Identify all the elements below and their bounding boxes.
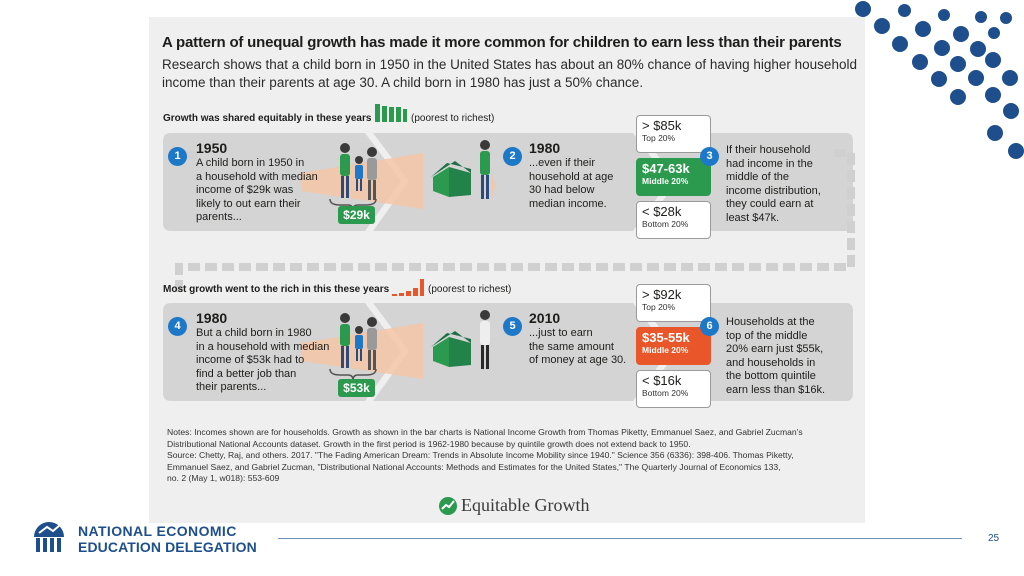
section1-title: Growth was shared equitably in these yea… [163,113,372,124]
section1-scale: (poorest to richest) [411,113,495,124]
subhead-line-2: income than their parents at age 30. A c… [162,75,644,90]
section2-title: Most growth went to the rich in this the… [163,284,390,295]
nationale-logo-icon [34,522,64,552]
step-4-text: But a child born in 1980 in a household … [196,327,330,393]
income-box-top-1980: > $85k Top 20% [636,115,711,153]
income-box-top-2010: > $92k Top 20% [636,284,711,322]
notes-block: Notes: Incomes shown are for households.… [167,427,803,484]
income-box-bottom-1980: < $28k Bottom 20% [636,201,711,239]
income-box-middle-1980: $47-63k Middle 20% [636,158,711,196]
infographic-headline: A pattern of unequal growth has made it … [162,34,842,51]
step-1-year: 1950 [196,140,228,156]
step-5-badge: 5 [503,317,522,336]
income-box-middle-2010: $35-55k Middle 20% [636,327,711,365]
step-3-text: If their household had income in the mid… [726,144,821,224]
income-box-bottom-2010: < $16k Bottom 20% [636,370,711,408]
family-icon [340,143,377,200]
house-icon-2 [431,331,471,367]
step-3-badge: 3 [700,147,719,166]
equitable-growth-logo-icon [439,497,457,515]
page-number: 25 [988,533,1000,544]
step-5-text: ...just to earn the same amount of money… [529,327,627,366]
median-income-1980-badge: $53k [338,379,375,397]
org-name-line-1: NATIONAL ECONOMIC [78,523,237,539]
unequal-growth-bars-icon [392,279,424,296]
section2-scale: (poorest to richest) [428,284,512,295]
equal-growth-bars-icon [375,104,407,122]
step-2-text: ...even if their household at age 30 had… [529,157,614,210]
equitable-growth-logo-text: Equitable Growth [461,495,590,515]
family-icon-2 [340,313,377,370]
step-2-year: 1980 [529,140,561,156]
step-4-badge: 4 [168,317,187,336]
footer-divider [278,538,962,539]
step-6-text: Households at the top of the middle 20% … [726,316,826,396]
org-name-line-2: EDUCATION DELEGATION [78,539,257,555]
adult-figure-icon-2 [480,310,490,369]
subhead-line-1: Research shows that a child born in 1950… [162,57,857,72]
median-income-1950-badge: $29k [338,206,375,224]
adult-figure-icon [480,140,490,199]
step-5-year: 2010 [529,310,561,326]
infographic: A pattern of unequal growth has made it … [149,17,865,523]
house-icon [431,161,471,197]
step-6-badge: 6 [700,317,719,336]
step-1-badge: 1 [168,147,187,166]
step-2-badge: 2 [503,147,522,166]
step-4-year: 1980 [196,310,228,326]
step-1-text: A child born in 1950 in a household with… [196,157,318,223]
